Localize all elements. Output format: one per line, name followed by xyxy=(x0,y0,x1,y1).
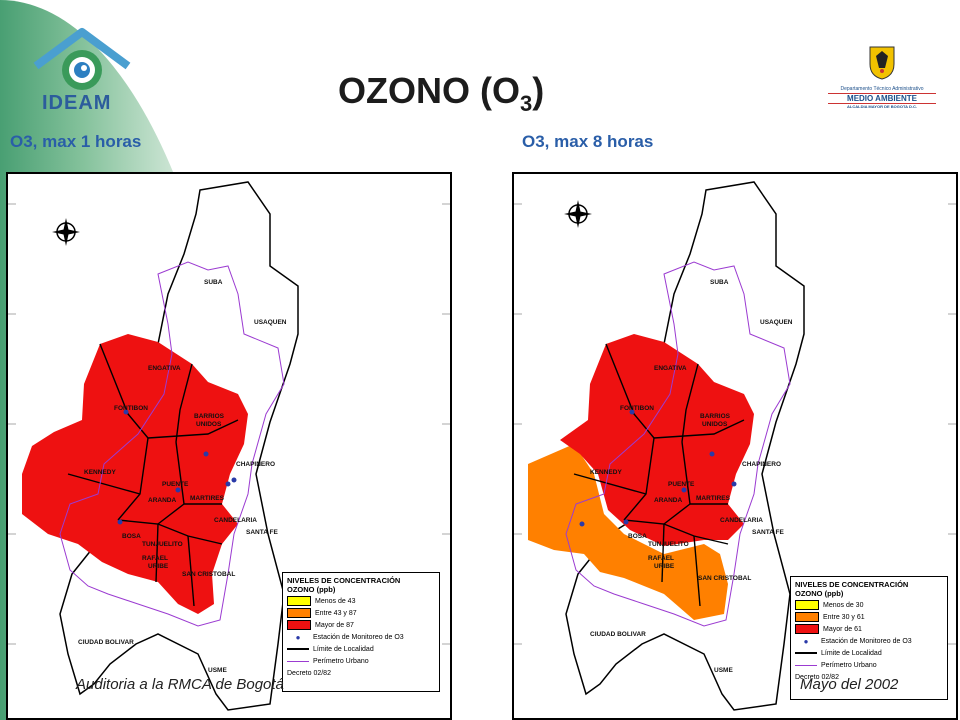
label-ciudadbolivar: CIUDAD BOLIVAR xyxy=(78,639,134,646)
legend-row: Mayor de 61 xyxy=(795,624,943,634)
label-candelaria: CANDELARIA xyxy=(214,517,257,524)
legend-row: Menos de 30 xyxy=(795,600,943,610)
footer-left-caption: Auditoria a la RMCA de Bogotá xyxy=(76,676,284,693)
page-title: OZONO (O3) xyxy=(338,70,545,117)
label-candelaria: CANDELARIA xyxy=(720,517,763,524)
legend-row: ● Estación de Monitoreo de O3 xyxy=(287,632,435,642)
label-usaquen: USAQUEN xyxy=(760,319,793,326)
label-puente: PUENTE xyxy=(668,481,695,488)
legend-title: NIVELES DE CONCENTRACIÓN xyxy=(287,576,401,585)
legend-row: Límite de Localidad xyxy=(795,648,943,658)
label-ciudadbolivar: CIUDAD BOLIVAR xyxy=(590,631,646,638)
medio-ambiente-logo: Departamento Técnico Administrativo MEDI… xyxy=(828,44,936,112)
label-usme: USME xyxy=(714,667,733,674)
medio-ambiente-text: MEDIO AMBIENTE xyxy=(828,93,936,104)
label-bosa: BOSA xyxy=(122,533,141,540)
alcaldia-text: ALCALDIA MAYOR DE BOGOTA D.C. xyxy=(847,104,917,109)
label-martires: MARTIRES xyxy=(696,495,731,502)
legend-row: Entre 30 y 61 xyxy=(795,612,943,622)
map-heading-8h: O3, max 8 horas xyxy=(522,132,654,151)
ideam-logo-text: IDEAM xyxy=(42,92,112,114)
label-suba: SUBA xyxy=(710,279,729,286)
map-svg-1h: SUBA USAQUEN ENGATIVA FONTIBON BARRIOS U… xyxy=(8,181,450,711)
ideam-logo-icon xyxy=(33,28,131,90)
label-tunjuelito: TUNJUELITO xyxy=(648,541,689,548)
legend-row: Menos de 43 xyxy=(287,596,435,606)
label-barrios: BARRIOS xyxy=(194,413,225,420)
label-usaquen: USAQUEN xyxy=(254,319,287,326)
label-bosa: BOSA xyxy=(628,533,647,540)
legend-row: Límite de Localidad xyxy=(287,644,435,654)
label-unidos: UNIDOS xyxy=(702,421,728,428)
label-engativa: ENGATIVA xyxy=(148,365,181,372)
legend-title: NIVELES DE CONCENTRACIÓN xyxy=(795,580,909,589)
label-aranda: ARANDA xyxy=(654,497,682,504)
label-unidos: UNIDOS xyxy=(196,421,222,428)
label-sancristobal: SAN CRISTOBAL xyxy=(698,575,751,582)
ideam-logo: IDEAM xyxy=(22,26,142,116)
label-barrios: BARRIOS xyxy=(700,413,731,420)
compass-icon xyxy=(52,218,80,246)
legend-row: Decreto 02/82 xyxy=(795,673,839,681)
label-uribe: URIBE xyxy=(654,563,675,570)
bogota-crest-icon xyxy=(869,46,895,80)
label-sancristobal: SAN CRISTOBAL xyxy=(182,571,235,578)
legend-row: ● Estación de Monitoreo de O3 xyxy=(795,636,943,646)
label-puente: PUENTE xyxy=(162,481,189,488)
legend-row: Perímetro Urbano xyxy=(795,660,943,670)
station-icon: ● xyxy=(295,632,301,642)
legend-subtitle: OZONO (ppb) xyxy=(795,589,844,598)
map-heading-1h: O3, max 1 horas xyxy=(10,132,142,151)
label-martires: MARTIRES xyxy=(190,495,225,502)
station-icon: ● xyxy=(803,636,809,646)
ozone-map-1h: SUBA USAQUEN ENGATIVA FONTIBON BARRIOS U… xyxy=(6,172,452,720)
label-santafe: SANTA FE xyxy=(752,529,784,536)
label-usme: USME xyxy=(208,667,227,674)
footer-right-caption: Mayo del 2002 xyxy=(800,676,899,693)
label-suba: SUBA xyxy=(204,279,223,286)
label-fontibon: FONTIBON xyxy=(620,405,654,412)
label-kennedy: KENNEDY xyxy=(84,469,116,476)
label-rafael: RAFAEL xyxy=(648,555,674,562)
compass-icon xyxy=(564,200,592,228)
ozone-map-8h: SUBA USAQUEN ENGATIVA FONTIBON BARRIOS U… xyxy=(512,172,958,720)
legend-8h: NIVELES DE CONCENTRACIÓN OZONO (ppb) Men… xyxy=(790,576,948,700)
label-rafael: RAFAEL xyxy=(142,555,168,562)
legend-subtitle: OZONO (ppb) xyxy=(287,585,336,594)
map-svg-8h: SUBA USAQUEN ENGATIVA FONTIBON BARRIOS U… xyxy=(514,181,956,711)
legend-row: Decreto 02/82 xyxy=(287,669,331,677)
label-tunjuelito: TUNJUELITO xyxy=(142,541,183,548)
legend-row: Mayor de 87 xyxy=(287,620,435,630)
dept-text: Departamento Técnico Administrativo xyxy=(840,86,924,92)
label-aranda: ARANDA xyxy=(148,497,176,504)
label-kennedy: KENNEDY xyxy=(590,469,622,476)
legend-1h: NIVELES DE CONCENTRACIÓN OZONO (ppb) Men… xyxy=(282,572,440,692)
legend-row: Perímetro Urbano xyxy=(287,656,435,666)
label-fontibon: FONTIBON xyxy=(114,405,148,412)
label-santafe: SANTA FE xyxy=(246,529,278,536)
label-chapinero: CHAPINERO xyxy=(742,461,781,468)
label-uribe: URIBE xyxy=(148,563,169,570)
label-engativa: ENGATIVA xyxy=(654,365,687,372)
label-chapinero: CHAPINERO xyxy=(236,461,275,468)
legend-row: Entre 43 y 87 xyxy=(287,608,435,618)
